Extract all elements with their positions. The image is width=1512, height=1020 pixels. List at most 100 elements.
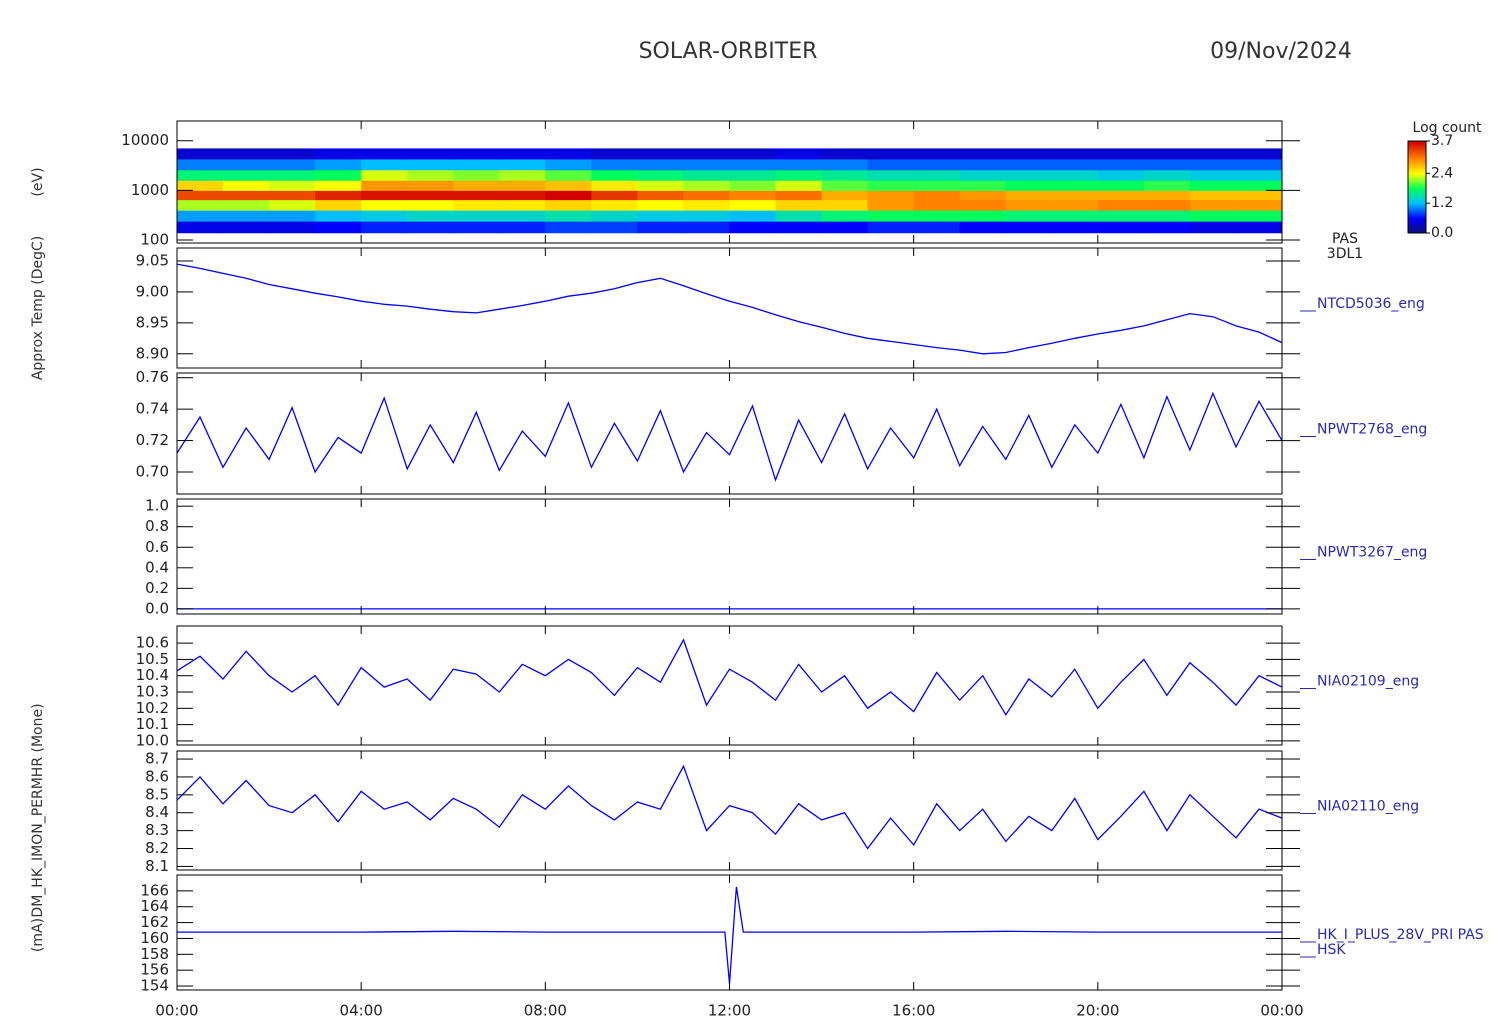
heatmap-cell bbox=[361, 180, 408, 191]
heatmap-cell bbox=[821, 210, 869, 222]
heatmap-cell bbox=[545, 158, 592, 171]
y-tick-label: 10.6 bbox=[136, 634, 169, 652]
heatmap-cell bbox=[1005, 210, 1053, 222]
panel-label: HSK bbox=[1317, 942, 1346, 958]
heatmap-cell bbox=[545, 148, 592, 160]
heatmap-cell bbox=[1051, 158, 1099, 171]
heatmap-cell bbox=[269, 180, 316, 191]
y-tick-label: 0.2 bbox=[145, 579, 169, 597]
heatmap-cell bbox=[499, 180, 546, 191]
colorbar-step bbox=[1408, 209, 1426, 212]
heatmap-cell bbox=[361, 221, 408, 234]
heatmap-cell bbox=[1189, 169, 1237, 181]
colorbar-step bbox=[1408, 159, 1426, 162]
colorbar-step bbox=[1408, 215, 1426, 218]
heatmap-cell bbox=[453, 158, 500, 171]
y-tick-label: 10.2 bbox=[136, 699, 169, 717]
y-tick-label: 8.95 bbox=[136, 313, 169, 331]
date: 09/Nov/2024 bbox=[1210, 39, 1352, 64]
y-tick-label: 8.5 bbox=[145, 785, 169, 803]
colorbar-step bbox=[1408, 195, 1426, 198]
panel-label: NPWT2768_eng bbox=[1317, 422, 1427, 438]
heatmap-cell bbox=[1005, 199, 1053, 211]
heatmap-cell bbox=[1143, 221, 1191, 234]
heatmap-cell bbox=[637, 199, 684, 211]
colorbar-step bbox=[1408, 223, 1426, 226]
heatmap-cell bbox=[1097, 221, 1145, 234]
colorbar-step bbox=[1408, 191, 1426, 194]
colorbar-step bbox=[1408, 231, 1426, 234]
heatmap-cell bbox=[959, 221, 1007, 234]
colorbar-step bbox=[1408, 173, 1426, 176]
heatmap-cell bbox=[1143, 180, 1191, 191]
data-line bbox=[177, 886, 1282, 984]
colorbar-step bbox=[1408, 141, 1426, 144]
heatmap-cell bbox=[315, 210, 362, 222]
heatmap-cell bbox=[775, 199, 823, 211]
heatmap-cell bbox=[453, 148, 500, 160]
colorbar-step bbox=[1408, 157, 1426, 160]
heatmap-cell bbox=[1051, 148, 1099, 160]
heatmap-cell bbox=[177, 169, 224, 181]
heatmap-cell bbox=[1235, 190, 1283, 201]
y-tick-label: 8.2 bbox=[145, 839, 169, 857]
heatmap-cell bbox=[959, 199, 1007, 211]
colorbar-step bbox=[1408, 171, 1426, 174]
heatmap-cell bbox=[499, 199, 546, 211]
chart-title: SOLAR-ORBITER bbox=[639, 39, 818, 64]
heatmap-cell bbox=[729, 210, 777, 222]
heatmap-cell bbox=[1189, 210, 1237, 222]
colorbar-step bbox=[1408, 217, 1426, 220]
heatmap-cell bbox=[729, 180, 777, 191]
y-tick-label: 0.76 bbox=[136, 368, 169, 386]
colorbar-step bbox=[1408, 221, 1426, 224]
heatmap-cell bbox=[1143, 190, 1191, 201]
heatmap-cell bbox=[1005, 158, 1053, 171]
heatmap-cell bbox=[361, 158, 408, 171]
y-tick-label: 8.3 bbox=[145, 821, 169, 839]
colorbar-step bbox=[1408, 147, 1426, 150]
colorbar-step bbox=[1408, 161, 1426, 164]
y-tick-label: 10.3 bbox=[136, 683, 169, 701]
heatmap-cell bbox=[177, 199, 224, 211]
heatmap-cell bbox=[683, 169, 730, 181]
heatmap-cell bbox=[729, 158, 777, 171]
colorbar-step bbox=[1408, 201, 1426, 204]
y-tick-label: 10.5 bbox=[136, 650, 169, 668]
heatmap-cell bbox=[1097, 148, 1145, 160]
panel-label: HK_I_PLUS_28V_PRI PAS bbox=[1317, 927, 1484, 943]
heatmap-cell bbox=[407, 221, 454, 234]
heatmap-cell bbox=[269, 199, 316, 211]
heatmap-cell bbox=[1051, 221, 1099, 234]
heatmap-cell bbox=[407, 148, 454, 160]
heatmap-cell bbox=[453, 180, 500, 191]
colorbar-step bbox=[1408, 163, 1426, 166]
heatmap-cell bbox=[177, 148, 224, 160]
heatmap-cell bbox=[1235, 180, 1283, 191]
heatmap-cell bbox=[1143, 148, 1191, 160]
colorbar-step bbox=[1408, 143, 1426, 146]
colorbar-frame bbox=[1407, 140, 1427, 234]
colorbar-step bbox=[1408, 185, 1426, 188]
heatmap-cell bbox=[683, 199, 730, 211]
heatmap-cell bbox=[223, 180, 270, 191]
heatmap-cell bbox=[729, 148, 777, 160]
heatmap-cell bbox=[1051, 199, 1099, 211]
x-tick-label: 00:00 bbox=[155, 1002, 198, 1020]
heatmap-cell bbox=[913, 221, 961, 234]
heatmap-cell bbox=[1143, 210, 1191, 222]
heatmap-cell bbox=[913, 180, 961, 191]
heatmap-cell bbox=[637, 180, 684, 191]
heatmap-cell bbox=[637, 169, 684, 181]
heatmap-cell bbox=[821, 221, 869, 234]
heatmap-cell bbox=[1235, 148, 1283, 160]
heatmap-cell bbox=[913, 210, 961, 222]
heatmap-cell bbox=[1051, 169, 1099, 181]
heatmap-cell bbox=[269, 148, 316, 160]
colorbar-step bbox=[1408, 225, 1426, 228]
heatmap-cell bbox=[775, 221, 823, 234]
y-tick-label: 8.6 bbox=[145, 767, 169, 785]
heatmap-cell bbox=[223, 148, 270, 160]
heatmap-cell bbox=[867, 158, 915, 171]
